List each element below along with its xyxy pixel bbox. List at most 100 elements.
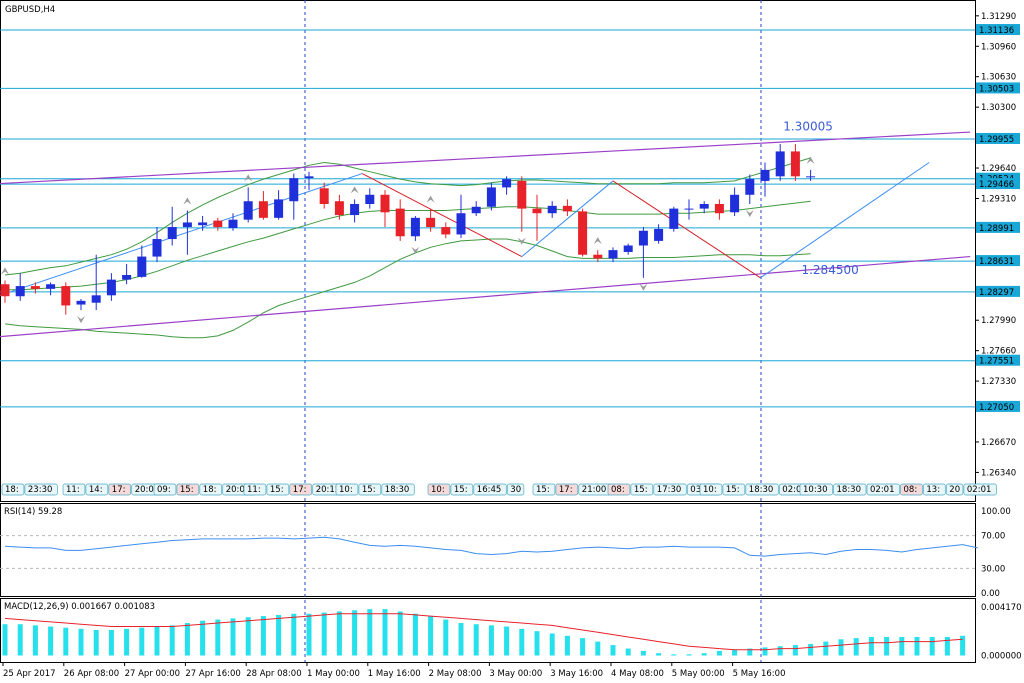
candle[interactable] xyxy=(593,250,603,263)
session-tag[interactable] xyxy=(945,483,964,496)
candle[interactable] xyxy=(608,247,618,263)
session-tag[interactable] xyxy=(176,483,200,496)
session-tag[interactable] xyxy=(358,483,382,496)
session-tag[interactable] xyxy=(923,483,946,496)
session-tag[interactable] xyxy=(630,483,654,496)
price-level-badge xyxy=(976,354,1020,366)
candle[interactable] xyxy=(350,199,360,223)
session-tag[interactable] xyxy=(85,483,109,496)
candle[interactable] xyxy=(456,194,466,239)
candle[interactable] xyxy=(517,176,527,232)
session-tag-label: 13: xyxy=(926,485,940,495)
session-tag[interactable] xyxy=(1,483,25,496)
session-tag[interactable] xyxy=(199,483,223,496)
candle[interactable] xyxy=(91,254,101,311)
candle[interactable] xyxy=(137,245,147,278)
session-tag[interactable] xyxy=(427,483,451,496)
candle[interactable] xyxy=(775,144,785,181)
session-tag[interactable] xyxy=(153,483,177,496)
candle[interactable] xyxy=(258,191,268,220)
candle[interactable] xyxy=(502,176,512,195)
candle-body xyxy=(243,201,253,220)
candle[interactable] xyxy=(76,299,86,311)
candle[interactable] xyxy=(395,199,405,241)
candle[interactable] xyxy=(790,144,800,181)
candle[interactable] xyxy=(289,173,299,220)
candle[interactable] xyxy=(228,213,238,231)
session-tag[interactable] xyxy=(866,483,900,496)
candle[interactable] xyxy=(182,210,192,255)
candle[interactable] xyxy=(547,201,557,218)
candle[interactable] xyxy=(122,263,132,285)
candle[interactable] xyxy=(380,190,390,228)
session-tag-label: 09: xyxy=(157,485,171,495)
candle[interactable] xyxy=(426,208,436,232)
candle[interactable] xyxy=(15,273,25,301)
channel-upper-line[interactable] xyxy=(0,131,971,185)
session-tag[interactable] xyxy=(243,483,267,496)
candle[interactable] xyxy=(334,194,344,220)
candle[interactable] xyxy=(669,206,679,232)
candle[interactable] xyxy=(0,280,10,303)
candle[interactable] xyxy=(562,199,572,216)
session-tag[interactable] xyxy=(963,483,997,496)
candle[interactable] xyxy=(486,182,496,211)
session-tag[interactable] xyxy=(799,483,833,496)
session-tag[interactable] xyxy=(607,483,631,496)
session-tag[interactable] xyxy=(653,483,687,496)
session-tag[interactable] xyxy=(450,483,474,496)
candle[interactable] xyxy=(167,206,177,246)
session-tag[interactable] xyxy=(24,483,58,496)
session-tag-label: 17: xyxy=(559,485,573,495)
candle[interactable] xyxy=(304,171,314,191)
candle[interactable] xyxy=(745,174,755,204)
session-tag[interactable] xyxy=(900,483,923,496)
candle[interactable] xyxy=(578,208,588,257)
candle[interactable] xyxy=(410,215,420,241)
macd-pane[interactable]: MACD(12,26,9) 0.001667 0.001083 xyxy=(2,602,966,656)
session-tag-label: 02:01 xyxy=(782,485,807,495)
candle[interactable] xyxy=(699,201,709,214)
session-tag[interactable] xyxy=(745,483,779,496)
candle[interactable] xyxy=(532,194,542,241)
rsi-pane[interactable]: RSI(14) 59.28 xyxy=(0,507,978,569)
candle[interactable] xyxy=(319,182,329,209)
session-tag-label: 11: xyxy=(247,485,261,495)
candle[interactable] xyxy=(365,188,375,209)
candle[interactable] xyxy=(638,227,648,278)
candle[interactable] xyxy=(806,169,816,181)
session-tag[interactable] xyxy=(506,483,525,496)
candle[interactable] xyxy=(730,187,740,216)
candle[interactable] xyxy=(198,215,208,231)
session-tag[interactable] xyxy=(833,483,867,496)
candle[interactable] xyxy=(61,282,71,315)
candle[interactable] xyxy=(760,162,770,197)
candle[interactable] xyxy=(684,199,694,220)
session-tag[interactable] xyxy=(473,483,507,496)
session-tag[interactable] xyxy=(335,483,359,496)
session-tag[interactable] xyxy=(532,483,556,496)
candle[interactable] xyxy=(106,273,116,301)
session-tag[interactable] xyxy=(722,483,746,496)
candle[interactable] xyxy=(30,282,40,294)
session-tag[interactable] xyxy=(108,483,132,496)
candle[interactable] xyxy=(274,190,284,220)
session-tag[interactable] xyxy=(62,483,86,496)
candle[interactable] xyxy=(441,222,451,239)
session-tag[interactable] xyxy=(266,483,290,496)
candle[interactable] xyxy=(471,201,481,216)
session-tag[interactable] xyxy=(699,483,723,496)
session-tag[interactable] xyxy=(555,483,579,496)
candle[interactable] xyxy=(213,217,223,231)
candle[interactable] xyxy=(243,187,253,223)
candle[interactable] xyxy=(623,243,633,255)
session-tag[interactable] xyxy=(381,483,415,496)
candle[interactable] xyxy=(46,282,56,296)
candle[interactable] xyxy=(714,199,724,220)
candle[interactable] xyxy=(152,227,162,263)
candle[interactable] xyxy=(654,224,664,244)
session-tag[interactable] xyxy=(289,483,313,496)
channel-lower-line[interactable] xyxy=(0,255,971,338)
